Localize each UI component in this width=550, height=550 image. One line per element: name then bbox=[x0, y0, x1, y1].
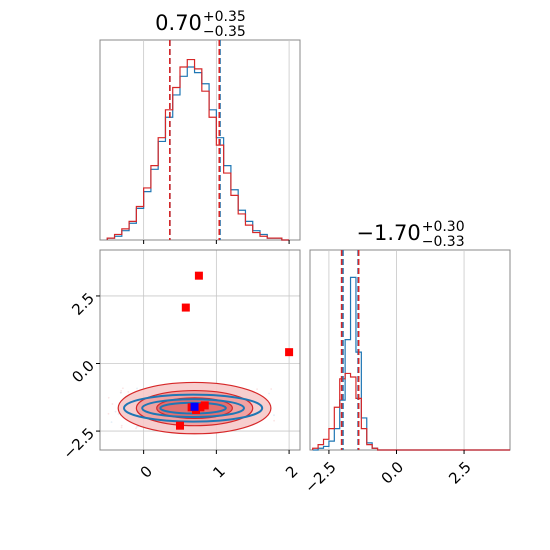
red-marker bbox=[200, 401, 209, 410]
sample-dot bbox=[135, 427, 137, 430]
sample-dot bbox=[107, 396, 110, 399]
title-plus: +0.35 bbox=[203, 9, 246, 25]
sample-dot bbox=[120, 391, 122, 394]
grid bbox=[328, 250, 465, 450]
red-marker bbox=[285, 348, 294, 357]
x-tick-label: 0 bbox=[137, 462, 156, 481]
sample-dot bbox=[127, 391, 130, 393]
sample-dot bbox=[256, 388, 258, 391]
histogram-step bbox=[106, 66, 290, 241]
sample-dot bbox=[120, 426, 123, 429]
sample-dot bbox=[121, 387, 124, 390]
sample-dot bbox=[110, 421, 113, 424]
y-tick-label: 0.0 bbox=[68, 357, 98, 387]
x-tick-label: 0.0 bbox=[378, 458, 408, 488]
joint-scatter: 0 1 2 −2.5 0.0 2.5 bbox=[60, 249, 302, 482]
sample-dot bbox=[273, 419, 275, 422]
red-marker bbox=[194, 271, 203, 280]
red-marker bbox=[181, 303, 190, 312]
sample-dot bbox=[135, 425, 138, 428]
title-median: −1.70 bbox=[356, 221, 420, 245]
quantile-lines bbox=[169, 40, 221, 240]
y-tick-label: 2.5 bbox=[68, 289, 98, 319]
x-tick-labels: 0 1 2 bbox=[137, 462, 302, 481]
sample-dot bbox=[120, 424, 123, 427]
tick-marks bbox=[328, 450, 465, 454]
plot-frame bbox=[99, 39, 301, 241]
sample-dot bbox=[270, 388, 273, 390]
histogram-step bbox=[312, 276, 510, 451]
sample-dot bbox=[273, 414, 275, 417]
y-tick-label: −2.5 bbox=[60, 424, 98, 462]
marker-points bbox=[176, 271, 294, 430]
blue-contour bbox=[141, 398, 246, 419]
title-minus: −0.35 bbox=[203, 24, 246, 40]
sample-dot bbox=[107, 412, 110, 415]
title-median: 0.70 bbox=[155, 11, 202, 35]
plot-frame bbox=[99, 249, 301, 451]
blue-marker bbox=[190, 402, 199, 411]
x-tick-label: 2 bbox=[282, 462, 301, 481]
title-minus: −0.33 bbox=[422, 234, 465, 250]
tick-marks bbox=[143, 240, 290, 244]
x-tick-label: 1 bbox=[209, 462, 228, 481]
title-param-1: 0.70 bbox=[155, 11, 202, 35]
title-plus: +0.30 bbox=[422, 219, 465, 235]
quantile-lines bbox=[340, 250, 360, 450]
x-tick-label: 2.5 bbox=[445, 458, 475, 488]
histogram-step bbox=[312, 372, 510, 451]
x-tick-label: −2.5 bbox=[301, 458, 339, 496]
sample-dot bbox=[114, 410, 117, 413]
marginal-histogram-param-2: −1.70 +0.30 −0.33 −2.5 0.0 2.5 bbox=[301, 219, 511, 497]
sample-dot bbox=[136, 387, 138, 390]
histogram-series bbox=[312, 276, 510, 451]
histogram-series bbox=[106, 58, 290, 241]
sample-dot bbox=[117, 413, 120, 415]
plot-body bbox=[107, 271, 294, 435]
sample-dot bbox=[111, 403, 114, 405]
y-tick-labels: −2.5 0.0 2.5 bbox=[60, 289, 98, 463]
x-tick-labels: −2.5 0.0 2.5 bbox=[301, 458, 475, 496]
sample-dot bbox=[268, 392, 270, 395]
histogram-step bbox=[106, 58, 290, 241]
sample-dot bbox=[120, 389, 123, 392]
sample-dot bbox=[119, 391, 122, 394]
tick-marks bbox=[96, 295, 290, 454]
blue-contour bbox=[123, 393, 264, 423]
red-marker bbox=[176, 421, 184, 430]
marginal-histogram-param-1: 0.70 +0.35 −0.35 bbox=[99, 9, 301, 244]
red-marker bbox=[196, 403, 205, 412]
title-param-2: −1.70 bbox=[356, 221, 420, 245]
